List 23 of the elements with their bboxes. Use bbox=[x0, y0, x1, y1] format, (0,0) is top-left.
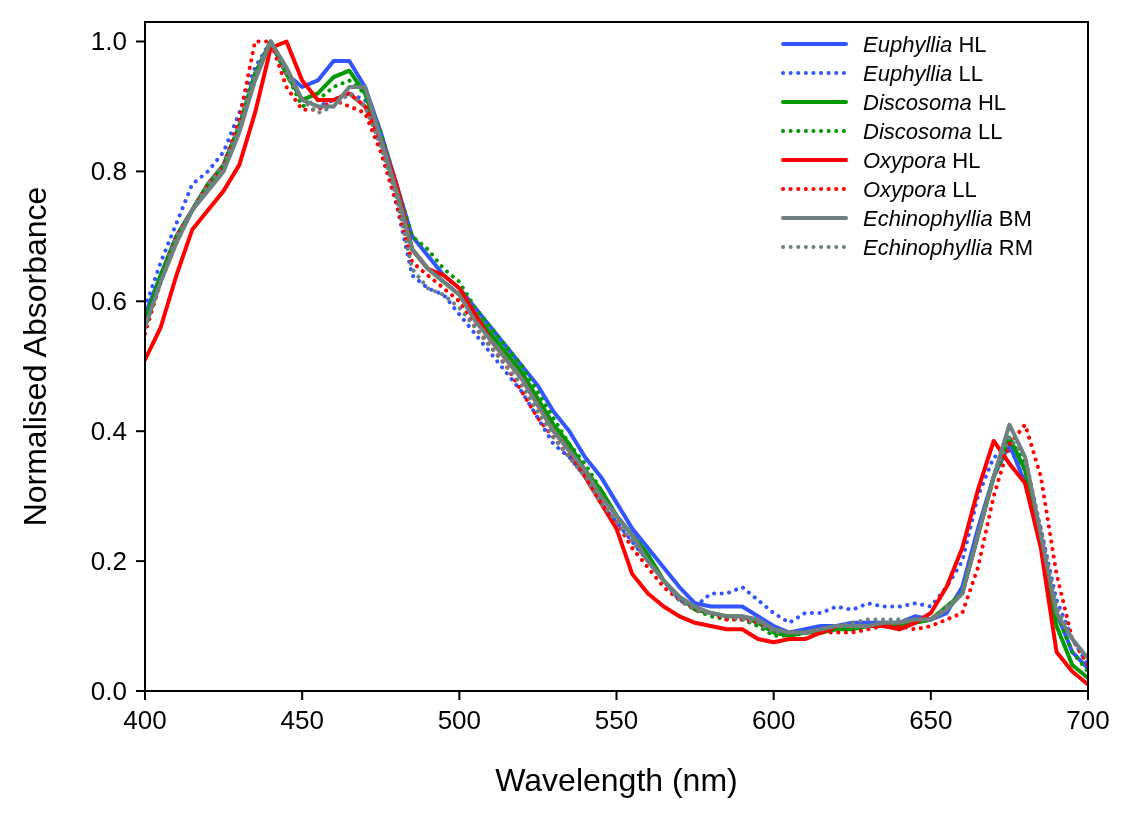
x-tick-label: 600 bbox=[751, 705, 796, 735]
y-tick-label: 1.0 bbox=[90, 26, 127, 57]
legend-label: Euphyllia LL bbox=[863, 61, 983, 86]
x-tick-label: 700 bbox=[1066, 705, 1110, 735]
y-tick-label: 0.6 bbox=[90, 286, 127, 317]
x-tick-label: 550 bbox=[594, 705, 639, 735]
y-tick-label: 0.0 bbox=[90, 676, 127, 706]
legend-label: Echinophyllia BM bbox=[863, 206, 1032, 231]
x-tick-label: 400 bbox=[123, 705, 167, 735]
y-tick-label: 0.8 bbox=[90, 156, 127, 187]
y-tick-label: 0.2 bbox=[90, 546, 127, 577]
legend-label: Echinophyllia RM bbox=[863, 235, 1033, 260]
legend-label: Euphyllia HL bbox=[863, 32, 987, 57]
x-tick-label: 450 bbox=[280, 705, 324, 735]
y-tick-label: 0.4 bbox=[90, 416, 127, 447]
x-tick-label: 650 bbox=[909, 705, 953, 735]
legend-label: Discosoma HL bbox=[863, 90, 1007, 115]
x-axis-title: Wavelength (nm) bbox=[495, 762, 738, 798]
x-tick-label: 500 bbox=[437, 705, 482, 735]
legend-label: Oxypora HL bbox=[863, 148, 981, 173]
legend-label: Oxypora LL bbox=[863, 177, 977, 202]
legend-label: Discosoma LL bbox=[863, 119, 1003, 144]
y-axis-title: Normalised Absorbance bbox=[17, 186, 53, 527]
